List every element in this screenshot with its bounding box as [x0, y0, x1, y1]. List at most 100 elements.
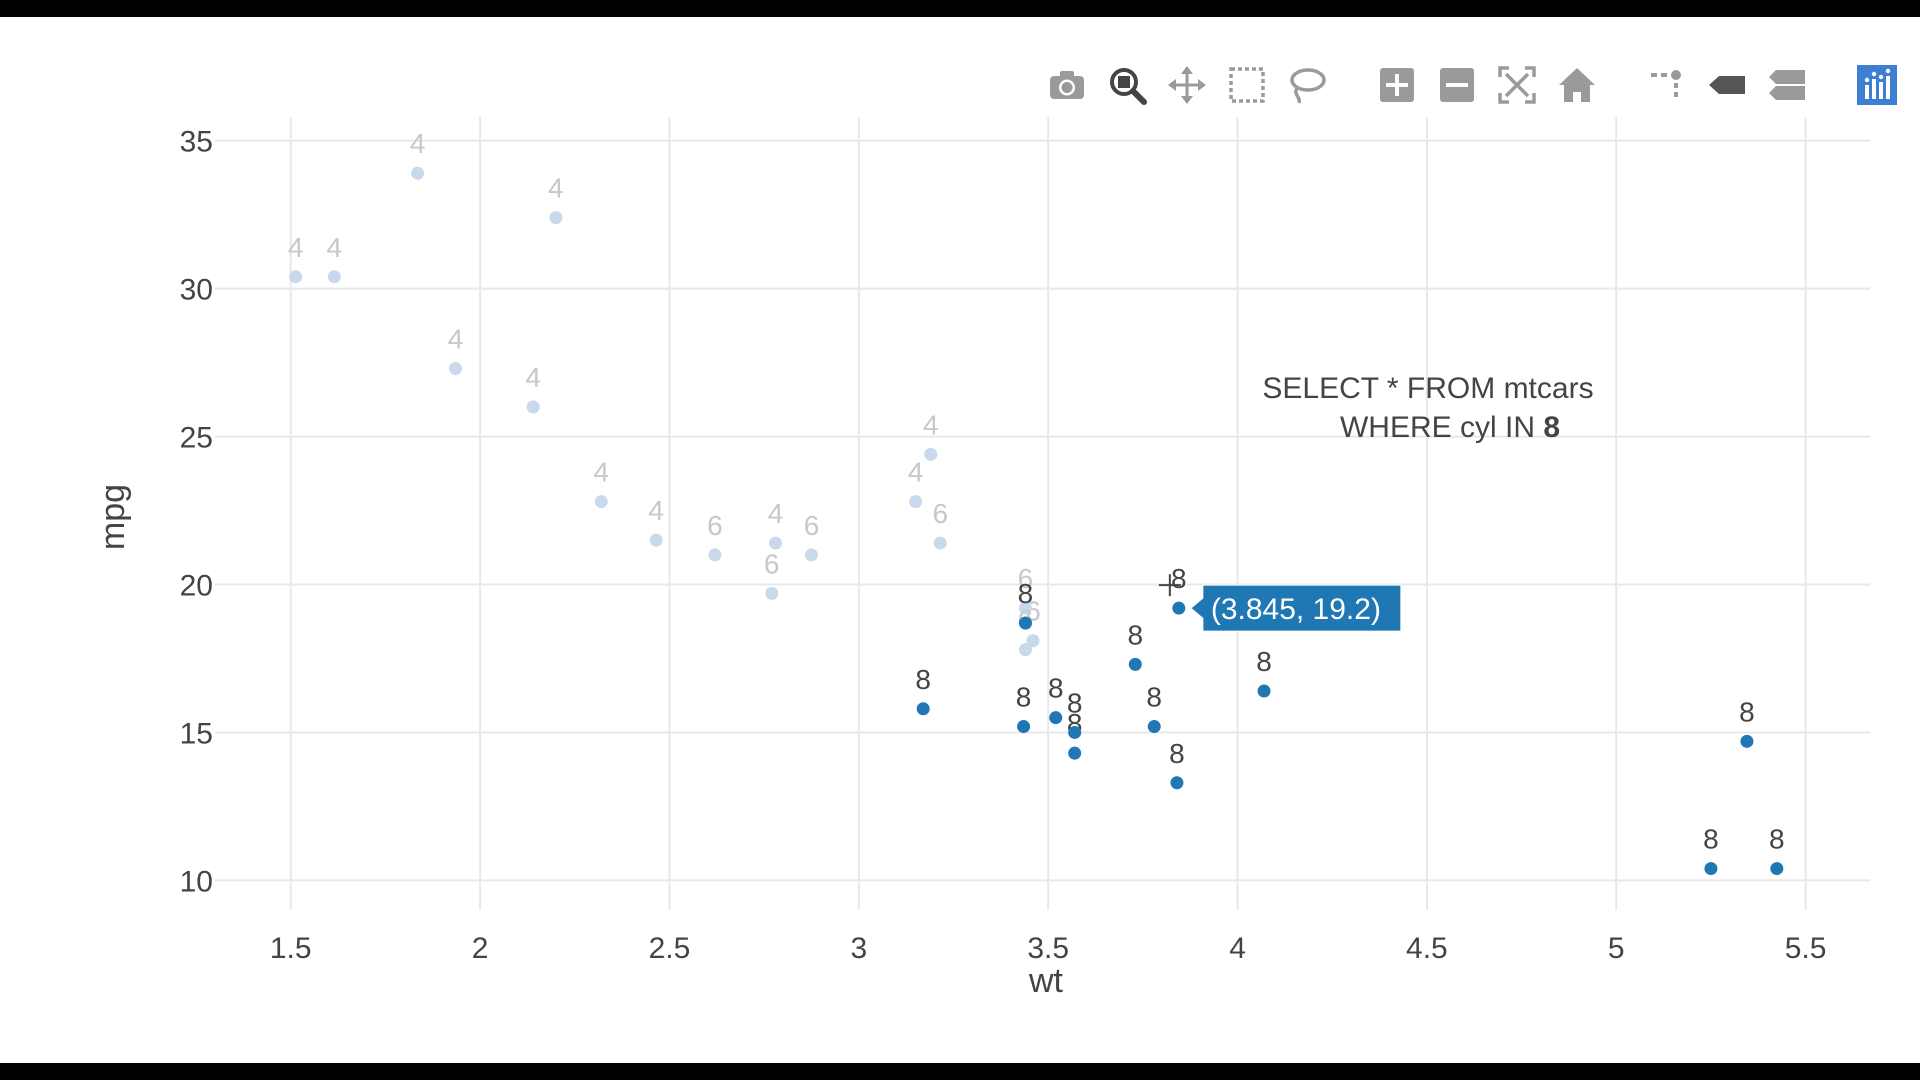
data-point-label: 8: [1016, 682, 1032, 713]
data-point[interactable]: [769, 536, 783, 550]
hover-tooltip-box: [1190, 584, 1402, 632]
annotation-line-1: SELECT * FROM mtcars: [1262, 372, 1593, 405]
box-select-button[interactable]: [1225, 63, 1269, 107]
data-point-label: 4: [648, 495, 664, 526]
data-point[interactable]: [708, 548, 722, 562]
data-point[interactable]: [1172, 601, 1186, 615]
data-point[interactable]: [924, 447, 938, 461]
reset-axes-icon: [1559, 68, 1595, 102]
data-point-label: 4: [768, 498, 784, 529]
y-tick-labels: 10 15 20 25 30 35: [180, 126, 213, 899]
data-point[interactable]: [1017, 720, 1031, 734]
data-point[interactable]: [289, 270, 303, 284]
spike-lines-icon: [1651, 70, 1681, 97]
data-point-label: 4: [448, 324, 464, 355]
data-point[interactable]: [649, 533, 663, 547]
data-point[interactable]: [916, 702, 930, 716]
data-point-label: 4: [923, 409, 939, 440]
autoscale-button[interactable]: [1495, 63, 1539, 107]
x-tick-label: 4: [1229, 932, 1246, 965]
grid-lines: [215, 117, 1870, 910]
hover-tooltip: (3.845, 19.2): [1190, 584, 1402, 632]
zoom-button[interactable]: [1105, 63, 1149, 107]
x-tick-label: 4.5: [1406, 932, 1448, 965]
data-point[interactable]: [1257, 684, 1271, 698]
data-point[interactable]: [765, 586, 779, 600]
data-point[interactable]: [933, 536, 947, 550]
unselected-points: 664664466444444464: [288, 128, 1041, 657]
plotly-logo-button[interactable]: [1855, 63, 1899, 107]
spike-lines-button[interactable]: [1645, 63, 1689, 107]
data-point[interactable]: [1704, 862, 1718, 876]
data-point[interactable]: [1770, 862, 1784, 876]
data-point[interactable]: [1018, 643, 1032, 657]
x-tick-label: 1.5: [270, 932, 312, 965]
data-point[interactable]: [1018, 616, 1032, 630]
x-axis-title: wt: [1028, 962, 1064, 1000]
lasso-select-button[interactable]: [1285, 63, 1329, 107]
data-point[interactable]: [594, 495, 608, 509]
annotation-line-2-prefix: WHERE cyl IN: [1340, 411, 1543, 444]
data-point[interactable]: [448, 362, 462, 376]
hover-tooltip-text: (3.845, 19.2): [1211, 593, 1381, 626]
y-axis-title: mpg: [94, 484, 132, 550]
camera-button[interactable]: [1045, 63, 1089, 107]
data-point[interactable]: [909, 495, 923, 509]
data-point-label: 8: [1256, 646, 1272, 677]
data-point[interactable]: [1018, 601, 1032, 615]
x-tick-label: 2.5: [649, 932, 691, 965]
box-select-icon: [1229, 67, 1265, 103]
data-point-label: 8: [1067, 687, 1083, 718]
data-point-label: 6: [932, 498, 948, 529]
data-point-label: 4: [288, 232, 304, 263]
data-point[interactable]: [804, 548, 818, 562]
data-point-label: 8: [1739, 696, 1755, 727]
annotation-line-2-bold: 8: [1543, 411, 1560, 444]
sql-annotation: SELECT * FROM mtcars WHERE cyl IN 8: [1262, 372, 1593, 444]
y-tick-label: 15: [180, 717, 213, 750]
x-tick-labels: 1.5 2 2.5 3 3.5 4 4.5 5 5.5: [270, 932, 1827, 965]
data-point-label: 8: [1127, 619, 1143, 650]
y-tick-label: 25: [180, 422, 213, 455]
data-point-label: 8: [1703, 824, 1719, 855]
x-tick-label: 5.5: [1785, 932, 1827, 965]
data-point[interactable]: [1170, 776, 1184, 790]
x-tick-label: 2: [472, 932, 489, 965]
data-point[interactable]: [1068, 746, 1082, 760]
data-point-label: 8: [1769, 824, 1785, 855]
x-tick-label: 3.5: [1027, 932, 1069, 965]
y-tick-label: 30: [180, 274, 213, 307]
data-point[interactable]: [411, 166, 425, 180]
pan-button[interactable]: [1165, 63, 1209, 107]
zoom-in-button[interactable]: [1375, 63, 1419, 107]
zoom-out-icon: [1440, 68, 1474, 102]
data-point[interactable]: [526, 400, 540, 414]
data-point-label: 6: [1018, 563, 1034, 594]
zoom-out-button[interactable]: [1435, 63, 1479, 107]
data-point-label: 4: [327, 232, 343, 263]
data-point[interactable]: [1049, 711, 1063, 725]
data-point-label: 8: [915, 664, 931, 695]
hover-closest-button[interactable]: [1705, 63, 1749, 107]
data-point-label: 4: [410, 128, 426, 159]
annotation-line-2: WHERE cyl IN 8: [1340, 411, 1560, 444]
data-point-label: 6: [707, 510, 723, 541]
data-point[interactable]: [1740, 734, 1754, 748]
plotly-logo-icon: [1857, 65, 1897, 105]
zoom-in-icon: [1380, 68, 1414, 102]
data-point-label: 4: [548, 173, 564, 204]
data-point[interactable]: [549, 211, 563, 225]
data-point[interactable]: [327, 270, 341, 284]
data-point[interactable]: [1026, 634, 1040, 648]
hover-compare-button[interactable]: [1765, 63, 1809, 107]
y-tick-label: 35: [180, 126, 213, 159]
reset-axes-button[interactable]: [1555, 63, 1599, 107]
hover-compare-icon: [1769, 70, 1805, 100]
pan-icon: [1168, 66, 1206, 104]
data-point[interactable]: [1147, 720, 1161, 734]
data-point[interactable]: [1068, 725, 1082, 739]
data-point[interactable]: [1128, 657, 1142, 671]
data-point-label: 8: [1048, 673, 1064, 704]
